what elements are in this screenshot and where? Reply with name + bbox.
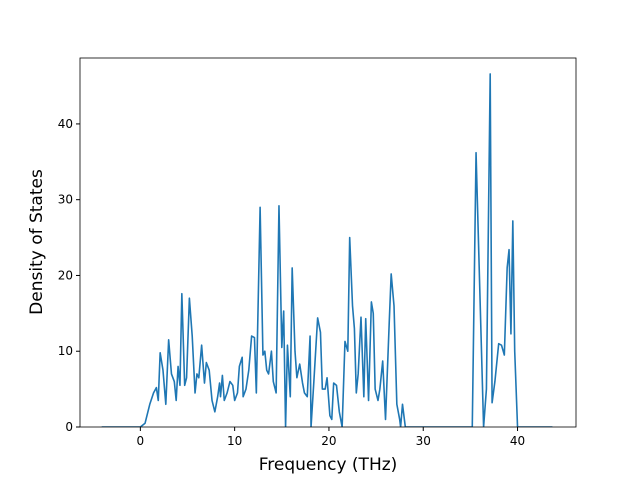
x-tick-label: 10 [227,434,242,448]
y-tick-label: 0 [65,420,73,434]
line-series [101,73,553,427]
y-tick-label: 20 [58,268,73,282]
y-tick-label: 10 [58,344,73,358]
x-tick-label: 0 [137,434,145,448]
x-tick-label: 40 [510,434,525,448]
x-tick-label: 20 [321,434,336,448]
y-tick-label: 30 [58,193,73,207]
x-axis-label: Frequency (THz) [259,455,398,475]
plot-frame [79,57,577,428]
y-tick-label: 40 [58,117,73,131]
y-axis-label: Density of States [27,169,47,315]
x-tick-label: 30 [416,434,431,448]
